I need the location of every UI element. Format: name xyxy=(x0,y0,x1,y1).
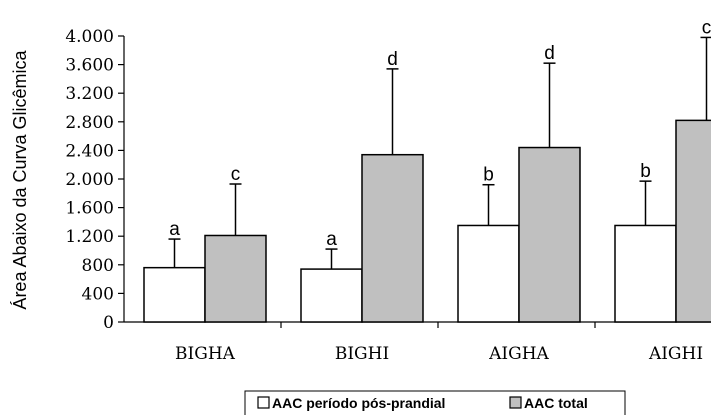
y-axis-label: Área Abaixo da Curva Glicêmica xyxy=(10,49,30,309)
y-tick-label: 1.200 xyxy=(65,227,114,247)
significance-label: a xyxy=(169,219,180,240)
significance-label: b xyxy=(640,161,651,182)
y-tick-label: 3.600 xyxy=(65,56,114,76)
significance-label: c xyxy=(231,164,241,185)
significance-label: c xyxy=(702,17,711,38)
bar xyxy=(143,266,206,323)
bar xyxy=(675,119,711,323)
legend-swatch-postprandial xyxy=(257,396,270,409)
y-tick-label: 2.000 xyxy=(65,170,114,190)
y-tick-label: 3.200 xyxy=(65,84,114,104)
legend-swatch-total xyxy=(509,396,522,409)
category-label: AIGHI xyxy=(648,344,703,364)
significance-label: a xyxy=(326,229,337,250)
significance-label: d xyxy=(387,49,398,70)
y-tick-label: 2.800 xyxy=(65,113,114,133)
significance-label: d xyxy=(544,43,555,64)
legend-box xyxy=(244,390,626,415)
bar xyxy=(204,234,267,323)
bar xyxy=(518,146,581,323)
significance-label: b xyxy=(483,165,494,186)
legend-label-postprandial: AAC período pós-prandial xyxy=(272,395,445,411)
bar xyxy=(361,153,424,323)
y-tick-label: 1.600 xyxy=(65,199,114,219)
category-label: BIGHI xyxy=(335,344,389,364)
legend: AAC período pós-prandial AAC total xyxy=(244,390,626,415)
bar xyxy=(457,224,520,323)
category-label: BIGHA xyxy=(175,344,236,364)
bar xyxy=(614,224,677,323)
y-tick-label: 2.400 xyxy=(65,141,114,161)
y-tick-label: 0 xyxy=(103,313,114,333)
plot-area: 0 400 800 1.200 1.600 2.000 2.400 2.800 3.200 3.6… xyxy=(65,17,711,364)
y-tick-label: 4.000 xyxy=(65,27,114,47)
y-tick-label: 400 xyxy=(82,284,114,304)
category-label: AIGHA xyxy=(488,344,549,364)
y-tick-label: 800 xyxy=(82,256,114,276)
legend-label-total: AAC total xyxy=(524,395,588,411)
bar xyxy=(300,268,363,323)
